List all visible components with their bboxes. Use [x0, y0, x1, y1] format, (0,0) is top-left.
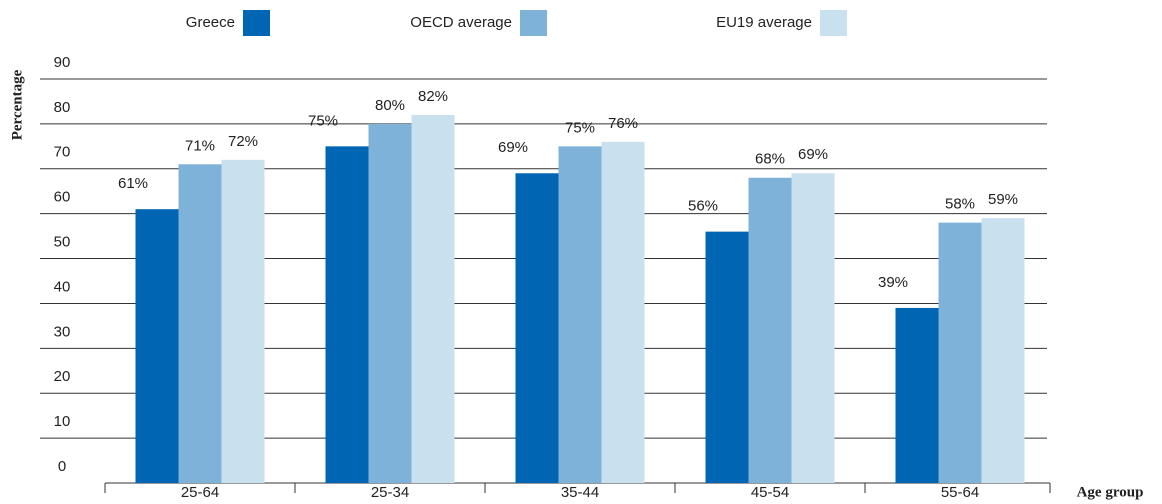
- legend-swatch: [243, 10, 270, 36]
- value-label: 76%: [608, 115, 638, 132]
- x-tick-label: 45-54: [751, 484, 789, 501]
- legend-label: OECD average: [410, 14, 512, 31]
- value-label: 80%: [375, 97, 405, 114]
- value-label: 82%: [418, 88, 448, 105]
- value-label: 61%: [118, 175, 148, 192]
- y-tick-label: 20: [54, 368, 71, 385]
- legend-label: EU19 average: [716, 14, 812, 31]
- value-label: 75%: [308, 112, 338, 129]
- y-tick-label: 80: [54, 99, 71, 116]
- y-tick-label: 60: [54, 189, 71, 206]
- bar: [411, 114, 455, 484]
- value-label: 69%: [798, 146, 828, 163]
- y-tick-label: 50: [54, 234, 71, 251]
- y-axis-label: Percentage: [9, 69, 25, 140]
- value-label: 58%: [945, 196, 975, 213]
- value-label: 72%: [228, 133, 258, 150]
- y-tick-label: 40: [54, 278, 71, 295]
- value-label: 75%: [565, 119, 595, 136]
- bar: [748, 177, 792, 483]
- value-label: 71%: [185, 137, 215, 154]
- value-label: 56%: [688, 198, 718, 215]
- y-tick-label: 0: [58, 458, 66, 475]
- value-label: 39%: [878, 274, 908, 291]
- value-label: 59%: [988, 191, 1018, 208]
- value-label: 69%: [498, 139, 528, 156]
- x-tick-label: 55-64: [941, 484, 979, 501]
- bar: [221, 159, 265, 484]
- x-tick-label: 25-34: [371, 484, 409, 501]
- bar: [981, 218, 1025, 483]
- value-label: 68%: [755, 151, 785, 168]
- bar: [515, 173, 559, 483]
- bar: [895, 307, 939, 483]
- y-tick-label: 10: [54, 413, 71, 430]
- bar: [135, 209, 179, 483]
- bar: [558, 146, 602, 484]
- legend-label: Greece: [186, 14, 235, 31]
- y-tick-label: 90: [54, 54, 71, 71]
- bar: [325, 146, 369, 484]
- legend-swatch: [520, 10, 547, 36]
- bar: [601, 141, 645, 483]
- legend-swatch: [820, 10, 847, 36]
- y-tick-label: 70: [54, 144, 71, 161]
- bar: [368, 123, 412, 483]
- bar: [938, 222, 982, 483]
- x-tick-label: 35-44: [561, 484, 599, 501]
- bar: [705, 231, 749, 483]
- x-tick-label: 25-64: [181, 484, 219, 501]
- x-axis-label: Age group: [1077, 484, 1144, 500]
- bar: [791, 173, 835, 483]
- bar: [178, 164, 222, 484]
- y-tick-label: 30: [54, 323, 71, 340]
